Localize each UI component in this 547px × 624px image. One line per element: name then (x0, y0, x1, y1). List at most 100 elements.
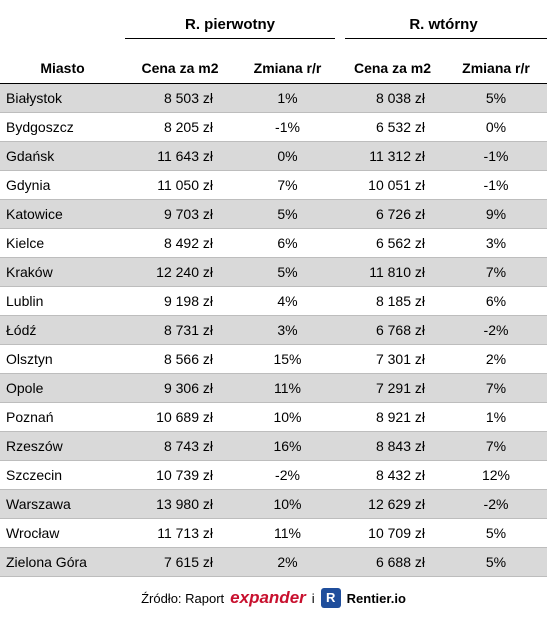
cell: 6 532 zł (375, 119, 425, 135)
cell: 6% (277, 235, 298, 251)
group-underline (125, 38, 335, 39)
city: Katowice (6, 206, 63, 222)
cell: 10 689 zł (156, 409, 213, 425)
header-rule (0, 83, 547, 84)
expander-logo: expander (230, 588, 306, 607)
cell: 7 615 zł (163, 554, 213, 570)
cell: 8 921 zł (375, 409, 425, 425)
city: Kraków (6, 264, 53, 280)
column-header: Miasto (40, 60, 85, 76)
table-row: Olsztyn 8 566 zł 15% 7 301 zł 2% (0, 345, 547, 374)
cell: 6 768 zł (375, 322, 425, 338)
cell: -1% (275, 119, 300, 135)
group-header: R. pierwotny (184, 16, 275, 33)
cell: 11 810 zł (369, 264, 425, 280)
cell: -2% (275, 467, 300, 483)
rentier-icon: R (320, 588, 341, 608)
cell: 11 050 zł (157, 177, 213, 193)
cell: 6 726 zł (375, 206, 425, 222)
cell: 7% (485, 264, 507, 280)
cell: 10 709 zł (368, 525, 425, 541)
city: Bydgoszcz (6, 119, 74, 135)
cell: 8 566 zł (163, 351, 213, 367)
cell: 11 643 zł (157, 148, 213, 164)
table-row: Kraków 12 240 zł 5% 11 810 zł 7% (0, 258, 547, 287)
column-header: Cena za m2 (141, 60, 219, 76)
table-row: Gdańsk 11 643 zł 0% 11 312 zł -1% (0, 142, 547, 171)
cell: 10% (273, 409, 302, 425)
cell: 1% (277, 90, 298, 106)
cell: 8 432 zł (375, 467, 425, 483)
city: Warszawa (6, 496, 71, 512)
table-row: Kielce 8 492 zł 6% 6 562 zł 3% (0, 229, 547, 258)
cell: 7% (277, 177, 298, 193)
cell: 12% (481, 467, 511, 483)
cell: 0% (485, 119, 507, 135)
cell: 5% (277, 264, 298, 280)
cell: 10% (273, 496, 302, 512)
table-row: Wrocław 11 713 zł 11% 10 709 zł 5% (0, 519, 547, 548)
city: Łódź (6, 322, 37, 338)
table-row: Bydgoszcz 8 205 zł -1% 6 532 zł 0% (0, 113, 547, 142)
cell: 8 185 zł (375, 293, 425, 309)
cell: 16% (273, 438, 302, 454)
separator: i (311, 590, 315, 606)
cell: 5% (485, 554, 507, 570)
table-row: Zielona Góra 7 615 zł 2% 6 688 zł 5% (0, 548, 547, 577)
table-row: Lublin 9 198 zł 4% 8 185 zł 6% (0, 287, 547, 316)
cell: 8 503 zł (163, 90, 213, 106)
cell: 11 312 zł (369, 148, 425, 164)
city: Opole (6, 380, 44, 396)
cell: 13 980 zł (156, 496, 213, 512)
table-row: Warszawa 13 980 zł 10% 12 629 zł -2% (0, 490, 547, 519)
cell: 11 713 zł (157, 525, 213, 541)
cell: -2% (483, 496, 509, 512)
city: Zielona Góra (6, 554, 87, 570)
table-row: Łódź 8 731 zł 3% 6 768 zł -2% (0, 316, 547, 345)
footer: Źródło: Raport expander i R Rentier.io (0, 585, 547, 611)
source-label: Źródło: Raport (141, 590, 225, 606)
city: Gdańsk (6, 148, 55, 164)
cell: 3% (277, 322, 298, 338)
cell: -2% (483, 322, 509, 338)
column-header: Zmiana r/r (462, 60, 530, 76)
cell: 8 492 zł (163, 235, 213, 251)
cell: -1% (483, 148, 509, 164)
table-row: Opole 9 306 zł 11% 7 291 zł 7% (0, 374, 547, 403)
cell: 9 703 zł (163, 206, 213, 222)
cell: 3% (485, 235, 507, 251)
city: Wrocław (6, 525, 60, 541)
cell: 8 205 zł (163, 119, 213, 135)
cell: -1% (483, 177, 509, 193)
cell: 5% (485, 90, 507, 106)
cell: 5% (277, 206, 298, 222)
table-row: Poznań 10 689 zł 10% 8 921 zł 1% (0, 403, 547, 432)
cell: 0% (277, 148, 298, 164)
column-header: Cena za m2 (353, 60, 432, 76)
table-row: Szczecin 10 739 zł -2% 8 432 zł 12% (0, 461, 547, 490)
cell: 11% (274, 380, 301, 396)
city: Kielce (6, 235, 45, 251)
cell: 7 301 zł (375, 351, 425, 367)
cell: 6 688 zł (375, 554, 425, 570)
cell: 6 562 zł (375, 235, 425, 251)
cell: 8 743 zł (163, 438, 213, 454)
cell: 7% (485, 438, 507, 454)
group-underline (345, 38, 547, 39)
cell: 10 739 zł (156, 467, 213, 483)
rentier-logo: Rentier.io (346, 590, 406, 606)
cell: 4% (277, 293, 298, 309)
cell: 12 240 zł (156, 264, 213, 280)
cell: 1% (485, 409, 507, 425)
column-header: Zmiana r/r (253, 60, 322, 76)
cell: 7% (485, 380, 507, 396)
city: Szczecin (6, 467, 63, 483)
table-row: Białystok 8 503 zł 1% 8 038 zł 5% (0, 84, 547, 113)
city: Poznań (6, 409, 54, 425)
cell: 8 843 zł (375, 438, 425, 454)
cell: 6% (485, 293, 507, 309)
city: Rzeszów (6, 438, 63, 454)
table-row: Rzeszów 8 743 zł 16% 8 843 zł 7% (0, 432, 547, 461)
cell: 2% (277, 554, 298, 570)
